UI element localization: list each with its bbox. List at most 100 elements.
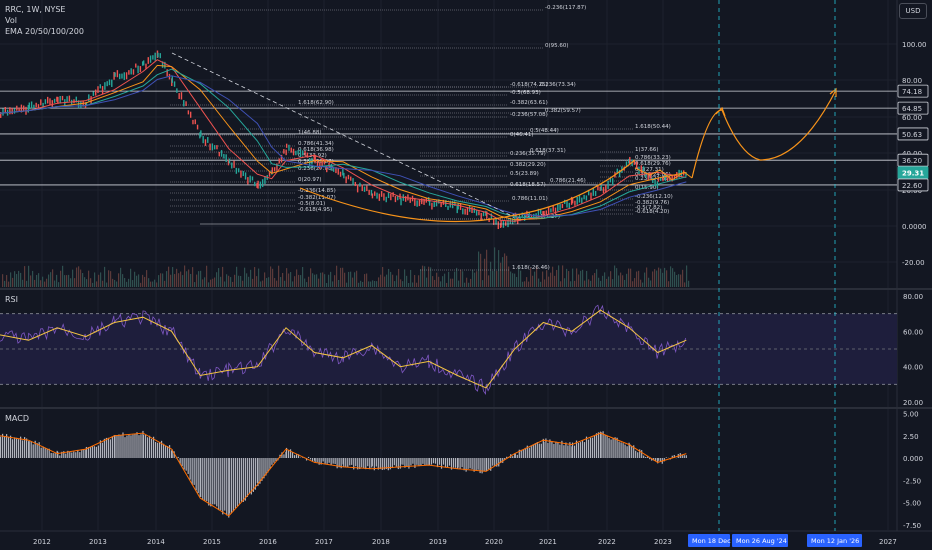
price-candle bbox=[486, 211, 488, 219]
volume-bar bbox=[242, 280, 244, 287]
macd-bar bbox=[420, 458, 422, 466]
macd-bar bbox=[469, 458, 471, 469]
volume-bar bbox=[328, 274, 330, 287]
volume-bar bbox=[92, 282, 94, 287]
volume-bar bbox=[260, 281, 262, 287]
volume-bar bbox=[138, 274, 140, 287]
price-candle bbox=[132, 69, 135, 75]
volume-bar bbox=[588, 279, 590, 287]
price-candle bbox=[216, 145, 218, 150]
volume-bar bbox=[674, 271, 676, 287]
macd-bar bbox=[218, 458, 220, 511]
volume-bar bbox=[676, 274, 678, 287]
currency-button[interactable]: USD bbox=[899, 3, 927, 19]
macd-bar bbox=[575, 440, 578, 458]
macd-bar bbox=[46, 448, 48, 458]
volume-bar bbox=[492, 271, 494, 287]
price-candle bbox=[416, 200, 418, 207]
price-candle bbox=[171, 75, 173, 83]
volume-bar bbox=[168, 266, 170, 287]
price-candle bbox=[176, 88, 178, 93]
macd-bar bbox=[440, 458, 443, 469]
symbol-line: RRC, 1W, NYSE bbox=[5, 5, 66, 14]
price-candle bbox=[225, 154, 227, 163]
price-candle bbox=[40, 99, 42, 106]
volume-bar bbox=[224, 281, 226, 287]
price-candle bbox=[370, 189, 373, 196]
volume-bar bbox=[74, 278, 76, 287]
price-candle bbox=[92, 91, 95, 96]
macd-bar bbox=[498, 458, 500, 467]
volume-bar bbox=[104, 266, 106, 287]
price-candle bbox=[574, 200, 576, 206]
macd-bar bbox=[230, 458, 232, 514]
macd-bar bbox=[61, 451, 63, 458]
price-candle bbox=[519, 216, 521, 222]
volume-bar bbox=[272, 268, 274, 287]
volume-bar bbox=[498, 250, 500, 287]
volume-bar bbox=[196, 274, 198, 287]
volume-bar bbox=[264, 272, 266, 287]
volume-bar bbox=[580, 270, 582, 287]
time-tick: 2015 bbox=[203, 538, 221, 546]
price-candle bbox=[90, 96, 92, 104]
macd-bar bbox=[336, 458, 338, 469]
macd-bar bbox=[18, 439, 20, 458]
volume-bar bbox=[102, 280, 104, 287]
volume-bar bbox=[340, 267, 342, 287]
volume-bar bbox=[662, 272, 664, 287]
volume-bar bbox=[544, 279, 546, 287]
macd-bar bbox=[651, 458, 653, 461]
volume-bar bbox=[106, 282, 108, 287]
price-candle bbox=[495, 218, 497, 225]
price-candle bbox=[20, 104, 23, 113]
macd-bar bbox=[63, 451, 65, 458]
macd-bar bbox=[430, 458, 433, 465]
volume-bar bbox=[160, 273, 162, 287]
macd-bar bbox=[530, 446, 532, 458]
macd-bar bbox=[142, 435, 145, 458]
macd-bar bbox=[555, 441, 557, 458]
macd-bar bbox=[14, 437, 16, 458]
macd-bar bbox=[428, 458, 431, 466]
price-candle bbox=[616, 168, 618, 174]
arrow-head bbox=[829, 87, 837, 97]
macd-bar bbox=[81, 449, 83, 458]
price-candle bbox=[433, 201, 435, 208]
price-candle bbox=[540, 209, 542, 214]
price-candle bbox=[111, 79, 113, 87]
price-candle bbox=[645, 172, 647, 178]
macd-bar bbox=[73, 451, 75, 458]
macd-bar bbox=[461, 458, 463, 468]
volume-bar bbox=[54, 280, 56, 287]
volume-bar bbox=[510, 271, 512, 287]
price-candle bbox=[342, 168, 344, 176]
volume-bar bbox=[462, 271, 464, 287]
volume-bar bbox=[20, 272, 22, 287]
macd-bar bbox=[463, 458, 465, 471]
fib-label: 0.5(48.44) bbox=[530, 128, 559, 134]
macd-bar bbox=[432, 458, 435, 464]
volume-bar bbox=[412, 282, 414, 287]
price-candle bbox=[9, 107, 11, 115]
macd-bar bbox=[248, 458, 250, 494]
volume-bar bbox=[120, 267, 122, 287]
volume-bar bbox=[42, 276, 44, 287]
price-candle bbox=[418, 199, 421, 207]
price-candle bbox=[482, 211, 485, 217]
macd-bar bbox=[408, 458, 410, 469]
price-candle bbox=[233, 160, 235, 168]
volume-bar bbox=[36, 274, 38, 287]
macd-bar bbox=[459, 458, 461, 469]
price-candle bbox=[462, 208, 464, 215]
price-candle bbox=[537, 208, 540, 217]
price-candle bbox=[316, 159, 319, 168]
macd-bar bbox=[38, 442, 40, 458]
macd-bar bbox=[297, 454, 300, 458]
price-candle bbox=[685, 172, 687, 177]
macd-bar bbox=[189, 458, 191, 480]
volume-bar bbox=[608, 276, 610, 287]
macd-bar bbox=[305, 458, 308, 461]
macd-bar bbox=[631, 446, 633, 458]
